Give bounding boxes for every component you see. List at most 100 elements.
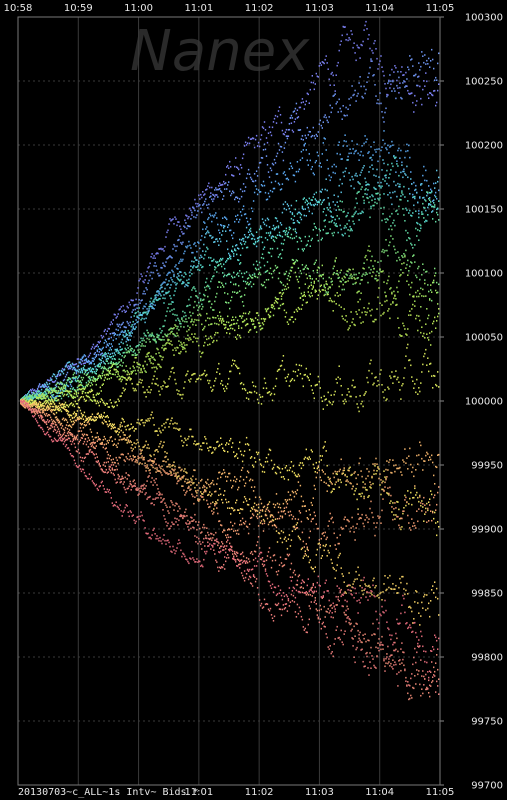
data-point (198, 442, 200, 445)
data-point (126, 425, 128, 427)
data-point (262, 317, 265, 320)
data-point (400, 528, 402, 531)
data-point (205, 189, 207, 191)
data-point (72, 376, 75, 379)
data-point (303, 144, 305, 146)
data-point (318, 267, 320, 269)
data-point (201, 493, 203, 495)
data-point (264, 461, 267, 463)
data-point (120, 341, 122, 344)
data-point (47, 390, 50, 393)
data-point (402, 208, 404, 210)
data-point (95, 370, 97, 373)
data-point (285, 540, 288, 542)
data-point (247, 277, 250, 279)
data-point (226, 218, 228, 221)
data-point (235, 244, 237, 247)
data-point (353, 493, 355, 496)
data-point (62, 372, 65, 375)
data-point (417, 289, 419, 292)
data-point (288, 228, 291, 231)
data-point (381, 219, 383, 222)
data-point (138, 381, 140, 383)
data-point (360, 495, 362, 498)
data-point (275, 298, 278, 300)
data-point (53, 388, 56, 391)
data-point (413, 74, 415, 77)
data-point (136, 353, 138, 356)
data-point (105, 374, 107, 376)
data-point (184, 437, 186, 440)
data-point (88, 381, 91, 384)
data-point (292, 259, 295, 261)
data-point (360, 403, 362, 405)
data-point (217, 332, 219, 334)
data-point (366, 376, 368, 379)
data-point (66, 390, 69, 393)
data-point (123, 309, 125, 312)
data-point (254, 267, 257, 270)
data-point (192, 206, 194, 209)
data-point (234, 329, 236, 332)
data-point (289, 211, 292, 213)
data-point (224, 182, 226, 185)
data-point (68, 416, 71, 418)
data-point (82, 355, 85, 358)
data-point (45, 393, 48, 396)
data-point (351, 275, 353, 277)
data-point (121, 338, 123, 341)
data-point (316, 75, 318, 78)
data-point (352, 318, 354, 320)
data-point (83, 421, 86, 423)
data-point (177, 325, 179, 328)
data-point (416, 491, 418, 494)
data-point (149, 303, 151, 306)
data-point (187, 370, 189, 373)
data-point (190, 321, 192, 323)
data-point (416, 276, 418, 279)
data-point (304, 283, 306, 285)
data-point (146, 288, 148, 291)
data-point (353, 276, 355, 279)
data-point (239, 382, 242, 385)
data-point (323, 284, 325, 286)
data-point (165, 342, 167, 345)
data-point (213, 198, 215, 200)
data-point (365, 391, 367, 393)
data-point (417, 267, 419, 270)
data-point (59, 381, 62, 383)
data-point (223, 320, 225, 322)
data-point (180, 394, 182, 396)
data-point (390, 196, 392, 199)
data-point (342, 105, 344, 107)
data-point (283, 230, 286, 232)
data-point (58, 374, 61, 377)
data-point (257, 314, 260, 317)
data-point (375, 95, 377, 97)
data-point (306, 548, 308, 550)
data-point (275, 301, 278, 303)
data-point (348, 219, 350, 222)
data-point (211, 260, 213, 262)
data-point (393, 290, 395, 293)
data-point (237, 367, 239, 370)
data-point (43, 397, 46, 399)
data-point (425, 507, 427, 510)
data-point (413, 204, 415, 207)
data-point (120, 421, 122, 424)
data-point (168, 378, 170, 380)
data-point (56, 374, 59, 376)
data-point (207, 494, 209, 496)
data-point (334, 390, 336, 393)
data-point (26, 398, 28, 400)
data-point (175, 382, 177, 385)
data-point (374, 201, 376, 204)
data-point (399, 183, 401, 186)
data-point (278, 106, 281, 108)
data-point (273, 227, 276, 229)
data-point (280, 364, 283, 367)
data-point (190, 338, 192, 341)
data-point (375, 175, 377, 177)
data-point (306, 126, 308, 129)
data-point (110, 362, 112, 365)
